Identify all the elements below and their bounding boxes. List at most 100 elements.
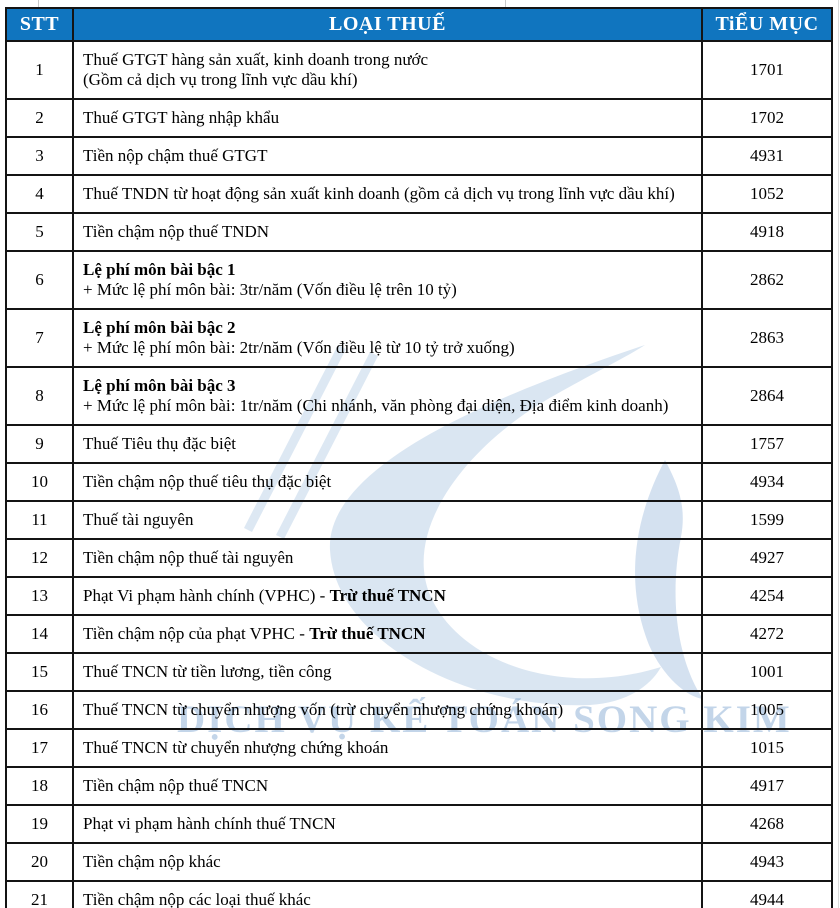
table-row: 3 Tiền nộp chậm thuế GTGT 4931 — [5, 136, 833, 176]
tax-type-line: Thuế Tiêu thụ đặc biệt — [83, 434, 693, 454]
tax-type-line: + Mức lệ phí môn bài: 3tr/năm (Vốn điều … — [83, 280, 693, 300]
sub-item-code: 1001 — [701, 652, 833, 692]
table-row: 10 Tiền chậm nộp thuế tiêu thụ đặc biệt 49… — [5, 462, 833, 502]
tax-type-cell: Tiền nộp chậm thuế GTGT — [72, 136, 703, 176]
tax-type-cell: Thuế TNCN từ chuyển nhượng vốn (trừ chuy… — [72, 690, 703, 730]
row-number: 16 — [5, 690, 74, 730]
sub-item-code: 4931 — [701, 136, 833, 176]
tax-type-line: Thuế TNCN từ chuyển nhượng vốn (trừ chuy… — [83, 700, 693, 720]
row-number: 20 — [5, 842, 74, 882]
sub-item-code: 4918 — [701, 212, 833, 252]
row-number: 6 — [5, 250, 74, 310]
tax-type-line: Tiền chậm nộp khác — [83, 852, 693, 872]
tax-type-cell: Phạt Vi phạm hành chính (VPHC) - Trừ thu… — [72, 576, 703, 616]
row-number: 1 — [5, 40, 74, 100]
row-number: 19 — [5, 804, 74, 844]
tax-type-text: Thuế Tiêu thụ đặc biệt — [83, 434, 236, 453]
tax-type-line: Lệ phí môn bài bậc 3 — [83, 376, 693, 396]
column-header-stt: STT — [5, 7, 74, 42]
tax-type-cell: Lệ phí môn bài bậc 3 + Mức lệ phí môn bài… — [72, 366, 703, 426]
tax-type-line: Tiền chậm nộp thuế tài nguyên — [83, 548, 693, 568]
tax-type-cell: Tiền chậm nộp của phạt VPHC - Trừ thuế T… — [72, 614, 703, 654]
tax-type-cell: Phạt vi phạm hành chính thuế TNCN — [72, 804, 703, 844]
table-row: 12 Tiền chậm nộp thuế tài nguyên 4927 — [5, 538, 833, 578]
table-row: 1 Thuế GTGT hàng sản xuất, kinh doanh tro… — [5, 40, 833, 100]
sub-item-code: 4927 — [701, 538, 833, 578]
tax-type-cell: Tiền chậm nộp khác — [72, 842, 703, 882]
tax-type-line: Tiền chậm nộp các loại thuế khác — [83, 890, 693, 908]
sub-item-code: 4272 — [701, 614, 833, 654]
tax-type-text: Thuế TNDN từ hoạt động sản xuất kinh doa… — [83, 184, 675, 203]
sub-item-code: 1015 — [701, 728, 833, 768]
table-row: 14 Tiền chậm nộp của phạt VPHC - Trừ thuế… — [5, 614, 833, 654]
table-header: STT LOẠI THUẾ TiỂU MỤC — [5, 7, 833, 42]
tax-type-cell: Thuế GTGT hàng sản xuất, kinh doanh tron… — [72, 40, 703, 100]
tax-type-text: Lệ phí môn bài bậc 2 — [83, 318, 236, 337]
table-row: 7 Lệ phí môn bài bậc 2 + Mức lệ phí môn bà… — [5, 308, 833, 368]
sub-item-code: 4943 — [701, 842, 833, 882]
sub-item-code: 2864 — [701, 366, 833, 426]
table-row: 19 Phạt vi phạm hành chính thuế TNCN 4268 — [5, 804, 833, 844]
table-row: 20 Tiền chậm nộp khác 4943 — [5, 842, 833, 882]
row-number: 9 — [5, 424, 74, 464]
tax-type-line: Tiền chậm nộp thuế TNCN — [83, 776, 693, 796]
tax-type-line: Tiền chậm nộp thuế TNDN — [83, 222, 693, 242]
table-body: 1 Thuế GTGT hàng sản xuất, kinh doanh tro… — [5, 40, 833, 908]
tax-type-cell: Lệ phí môn bài bậc 1 + Mức lệ phí môn bài… — [72, 250, 703, 310]
tax-type-line: Phạt Vi phạm hành chính (VPHC) - Trừ thu… — [83, 586, 693, 606]
tax-type-text: Phạt vi phạm hành chính thuế TNCN — [83, 814, 336, 833]
tax-type-text: Tiền chậm nộp thuế tài nguyên — [83, 548, 294, 567]
tax-type-text: Lệ phí môn bài bậc 3 — [83, 376, 236, 395]
table-row: 15 Thuế TNCN từ tiền lương, tiền công 1001 — [5, 652, 833, 692]
row-number: 5 — [5, 212, 74, 252]
tax-type-cell: Thuế TNCN từ tiền lương, tiền công — [72, 652, 703, 692]
tax-type-cell: Thuế tài nguyên — [72, 500, 703, 540]
row-number: 3 — [5, 136, 74, 176]
sub-item-code: 1005 — [701, 690, 833, 730]
tax-type-cell: Tiền chậm nộp thuế tiêu thụ đặc biệt — [72, 462, 703, 502]
table-row: 6 Lệ phí môn bài bậc 1 + Mức lệ phí môn bà… — [5, 250, 833, 310]
sub-item-code: 1702 — [701, 98, 833, 138]
table-row: 5 Tiền chậm nộp thuế TNDN 4918 — [5, 212, 833, 252]
table-row: 16 Thuế TNCN từ chuyển nhượng vốn (trừ ch… — [5, 690, 833, 730]
tax-type-text: Tiền chậm nộp của phạt VPHC - — [83, 624, 310, 643]
tax-type-line: Thuế TNCN từ chuyển nhượng chứng khoán — [83, 738, 693, 758]
table-row: 4 Thuế TNDN từ hoạt động sản xuất kinh do… — [5, 174, 833, 214]
tax-type-text: + Mức lệ phí môn bài: 3tr/năm (Vốn điều … — [83, 280, 457, 299]
tax-type-cell: Tiền chậm nộp các loại thuế khác — [72, 880, 703, 908]
tax-type-cell: Thuế TNDN từ hoạt động sản xuất kinh doa… — [72, 174, 703, 214]
row-number: 17 — [5, 728, 74, 768]
row-number: 2 — [5, 98, 74, 138]
tax-type-line: Phạt vi phạm hành chính thuế TNCN — [83, 814, 693, 834]
sub-item-code: 4254 — [701, 576, 833, 616]
row-number: 7 — [5, 308, 74, 368]
tax-type-text: (Gồm cả dịch vụ trong lĩnh vực dầu khí) — [83, 70, 358, 89]
tax-type-cell: Tiền chậm nộp thuế TNDN — [72, 212, 703, 252]
sub-item-code: 2863 — [701, 308, 833, 368]
table-row: 21 Tiền chậm nộp các loại thuế khác 4944 — [5, 880, 833, 908]
tax-type-line: + Mức lệ phí môn bài: 1tr/năm (Chi nhánh… — [83, 396, 693, 416]
tax-type-line: Thuế GTGT hàng nhập khẩu — [83, 108, 693, 128]
tax-type-line: (Gồm cả dịch vụ trong lĩnh vực dầu khí) — [83, 70, 693, 90]
tax-type-line: Thuế TNDN từ hoạt động sản xuất kinh doa… — [83, 184, 693, 204]
tax-type-cell: Tiền chậm nộp thuế tài nguyên — [72, 538, 703, 578]
table-row: 17 Thuế TNCN từ chuyển nhượng chứng khoán… — [5, 728, 833, 768]
tax-type-text: Trừ thuế TNCN — [309, 624, 426, 643]
tax-type-text: Thuế TNCN từ tiền lương, tiền công — [83, 662, 332, 681]
tax-type-cell: Lệ phí môn bài bậc 2 + Mức lệ phí môn bài… — [72, 308, 703, 368]
sub-item-code: 4934 — [701, 462, 833, 502]
tax-type-text: Tiền chậm nộp thuế tiêu thụ đặc biệt — [83, 472, 332, 491]
tax-type-text: Thuế tài nguyên — [83, 510, 194, 529]
tax-type-text: Thuế GTGT hàng nhập khẩu — [83, 108, 280, 127]
tax-type-line: Thuế TNCN từ tiền lương, tiền công — [83, 662, 693, 682]
tax-type-line: Tiền nộp chậm thuế GTGT — [83, 146, 693, 166]
row-number: 8 — [5, 366, 74, 426]
tax-type-text: Lệ phí môn bài bậc 1 — [83, 260, 236, 279]
tax-type-text: Trừ thuế TNCN — [329, 586, 446, 605]
tax-type-line: + Mức lệ phí môn bài: 2tr/năm (Vốn điều … — [83, 338, 693, 358]
sub-item-code: 4944 — [701, 880, 833, 908]
tax-type-text: Tiền chậm nộp thuế TNDN — [83, 222, 270, 241]
row-number: 10 — [5, 462, 74, 502]
tax-code-table: STT LOẠI THUẾ TiỂU MỤC 1 Thuế GTGT hàng s… — [5, 7, 833, 908]
tax-type-line: Thuế GTGT hàng sản xuất, kinh doanh tron… — [83, 50, 693, 70]
